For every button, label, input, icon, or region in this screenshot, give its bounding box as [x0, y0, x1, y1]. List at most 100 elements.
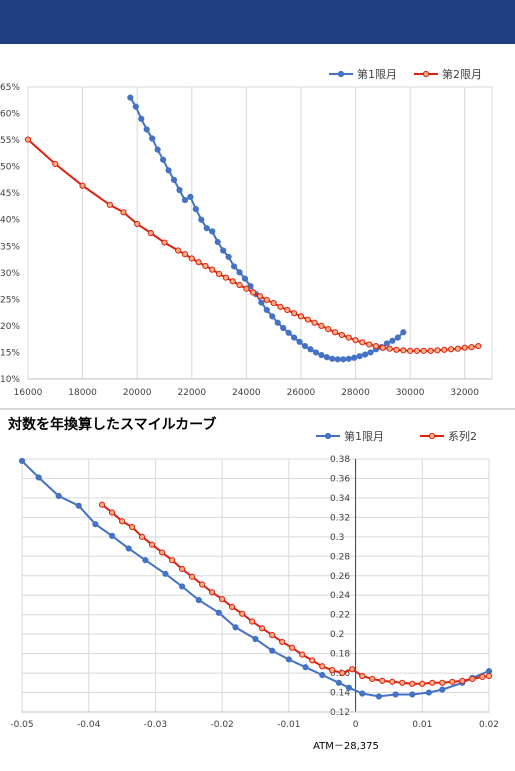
data-point-1: [302, 664, 309, 671]
data-point-2: [250, 289, 257, 296]
data-point-2: [349, 666, 356, 673]
x-tick-label: 16000: [14, 388, 43, 398]
data-point-2: [243, 285, 250, 292]
data-point-1: [203, 225, 210, 232]
legend-marker-2: [428, 432, 436, 440]
y-tick-label: 65%: [0, 83, 20, 93]
data-point-2: [419, 680, 426, 687]
data-point-2: [128, 524, 136, 531]
data-point-2: [359, 672, 366, 680]
data-point-1: [361, 351, 369, 358]
data-point-1: [345, 684, 352, 691]
data-point-1: [160, 156, 167, 163]
data-point-1: [319, 671, 326, 679]
data-point-2: [389, 678, 396, 685]
data-point-1: [108, 532, 116, 539]
data-point-2: [106, 201, 113, 208]
data-point-1: [335, 679, 342, 686]
data-point-2: [468, 344, 475, 351]
y-tick-label: 0.38: [330, 455, 350, 465]
data-point-2: [439, 679, 446, 686]
x-tick-label: 18000: [68, 388, 97, 398]
data-point-1: [409, 691, 416, 698]
data-point-1: [170, 176, 178, 184]
data-point-1: [367, 349, 374, 356]
data-point-2: [118, 518, 126, 525]
data-point-1: [263, 306, 270, 314]
x-tick-label: 0: [353, 720, 359, 730]
atm-annotation: ATM－28,375: [313, 741, 379, 752]
data-point-2: [175, 247, 182, 254]
data-point-2: [289, 644, 296, 651]
data-point-2: [413, 347, 421, 354]
data-point-2: [366, 341, 373, 348]
data-point-2: [475, 342, 482, 350]
data-point-2: [120, 209, 127, 216]
data-point-2: [469, 675, 476, 683]
legend-marker-1: [337, 70, 345, 78]
data-point-2: [459, 677, 466, 684]
data-point-1: [215, 609, 222, 616]
data-point-1: [258, 299, 265, 306]
data-point-1: [291, 334, 298, 341]
log-chart-title: 対数を年換算したスマイルカーブ: [8, 417, 217, 433]
data-point-2: [219, 596, 226, 603]
data-point-2: [386, 345, 393, 352]
data-point-2: [52, 160, 59, 168]
data-point-1: [394, 334, 401, 341]
x-tick-label: 26000: [287, 388, 316, 398]
data-point-2: [427, 347, 434, 354]
data-point-2: [279, 638, 286, 646]
y-tick-label: 0.28: [330, 552, 350, 562]
data-point-2: [269, 632, 276, 639]
data-point-1: [296, 338, 303, 345]
data-point-1: [187, 193, 194, 200]
data-point-2: [229, 278, 236, 285]
data-point-2: [179, 565, 186, 573]
data-point-1: [143, 126, 150, 133]
x-tick-label: -0.04: [77, 720, 101, 730]
x-tick-label: 0.02: [479, 720, 499, 730]
data-point-1: [92, 521, 99, 528]
header-banner: スマイルカーブ 2022年11月25日10：01: [0, 0, 515, 80]
y-tick-label: 35%: [0, 242, 20, 252]
data-point-2: [345, 334, 352, 341]
data-point-2: [181, 251, 189, 258]
data-point-2: [284, 306, 291, 314]
data-point-1: [132, 103, 139, 110]
data-point-1: [125, 545, 132, 552]
data-point-1: [220, 247, 227, 254]
y-tick-label: 0.26: [330, 572, 350, 582]
data-point-1: [274, 319, 281, 326]
data-point-2: [229, 603, 236, 611]
data-point-1: [323, 354, 330, 361]
data-point-1: [179, 583, 186, 590]
x-tick-label: -0.02: [210, 720, 233, 730]
x-tick-label: -0.05: [10, 720, 33, 730]
data-point-1: [301, 342, 309, 350]
y-tick-label: 0.24: [330, 591, 350, 601]
data-point-2: [98, 501, 106, 508]
data-point-1: [383, 340, 391, 347]
data-point-1: [334, 356, 341, 363]
data-point-2: [169, 557, 176, 564]
data-point-1: [35, 474, 42, 481]
y-tick-label: 10%: [0, 375, 20, 385]
data-point-1: [375, 693, 383, 700]
y-tick-label: 55%: [0, 136, 20, 146]
data-point-2: [236, 281, 243, 289]
log-smile-curve-chart: -0.05 -0.04 -0.03 -0.02 -0.01 0 0.01 0.02 0.12 0.…: [10, 429, 499, 752]
data-point-2: [393, 346, 400, 353]
data-point-1: [269, 313, 276, 320]
data-point-2: [148, 541, 156, 548]
data-point-2: [485, 672, 493, 680]
data-point-1: [425, 689, 433, 696]
data-point-2: [379, 344, 386, 351]
data-point-1: [154, 146, 161, 153]
data-point-1: [329, 355, 336, 362]
data-point-2: [209, 589, 216, 596]
data-point-1: [192, 206, 199, 213]
data-point-1: [392, 691, 399, 698]
y-tick-label: 0.34: [330, 494, 350, 504]
y-tick-label: 15%: [0, 348, 20, 358]
